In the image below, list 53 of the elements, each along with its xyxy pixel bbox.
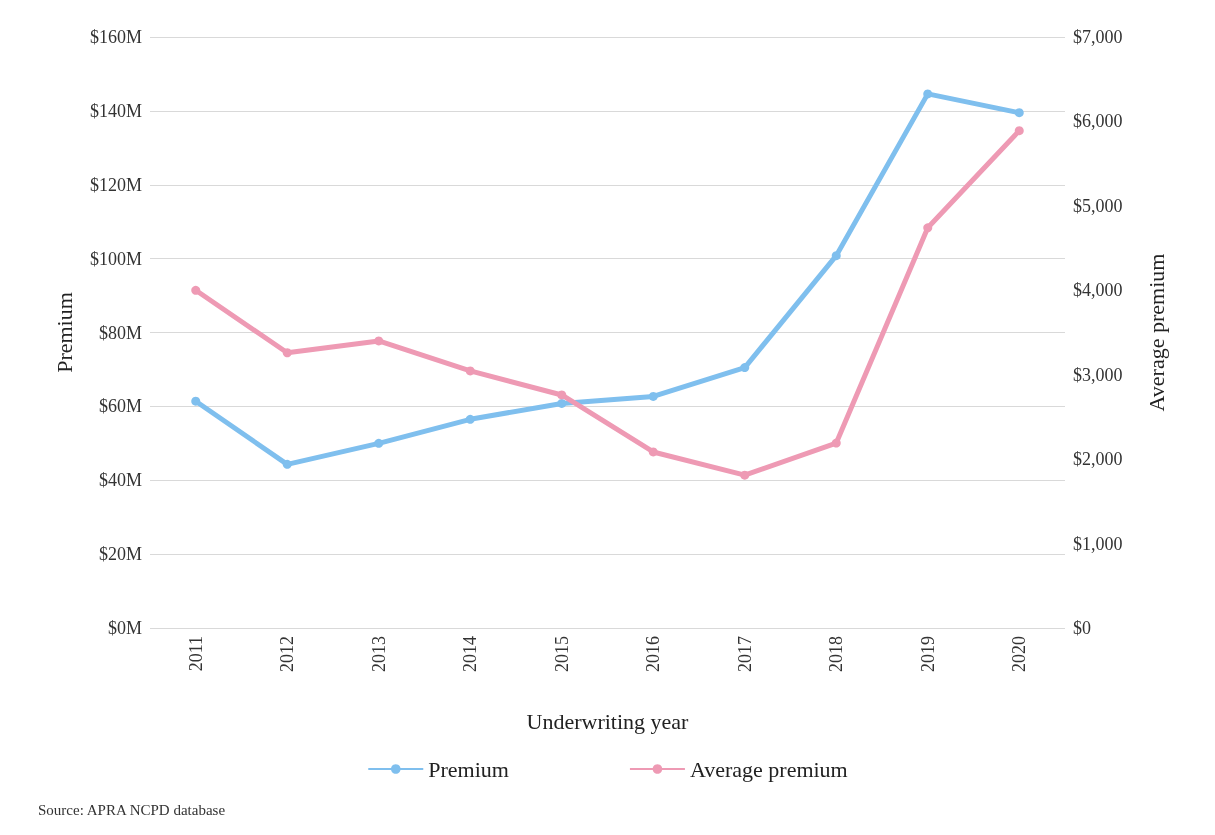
point [923, 89, 933, 99]
y-tick-label: $40M [98, 470, 142, 491]
point [374, 438, 384, 448]
point [1014, 126, 1024, 136]
point [740, 470, 750, 480]
y2-tick-label: $1,000 [1073, 533, 1123, 554]
legend-label: Premium [428, 756, 509, 782]
x-tick-label: 2020 [1009, 636, 1030, 672]
y-tick-label: $20M [98, 544, 142, 565]
y2-tick-label: $0 [1073, 618, 1091, 638]
point [282, 459, 292, 469]
point [740, 363, 750, 373]
point [557, 390, 567, 400]
x-tick-label: 2016 [643, 636, 664, 672]
point [648, 391, 658, 401]
x-tick-label: 2012 [277, 636, 298, 672]
y-tick-label: $100M [89, 248, 142, 269]
y2-tick-label: $5,000 [1073, 195, 1123, 216]
point [191, 285, 201, 295]
y2-tick-label: $6,000 [1073, 111, 1123, 132]
y2-tick-label: $3,000 [1073, 364, 1123, 385]
y-tick-label: $120M [89, 174, 142, 195]
x-tick-label: 2017 [734, 636, 755, 672]
point [191, 396, 201, 406]
point [557, 398, 567, 408]
source-note: Source: APRA NCPD database [38, 801, 226, 818]
point [1014, 108, 1024, 118]
y-tick-label: $160M [89, 27, 142, 47]
y-tick-label: $80M [98, 322, 142, 343]
point [648, 447, 658, 457]
point [831, 251, 841, 261]
point [831, 438, 841, 448]
y-tick-label: $0M [107, 618, 142, 638]
x-tick-label: 2013 [368, 636, 389, 672]
legend-label: Average premium [689, 756, 848, 782]
point [465, 414, 475, 424]
x-tick-label: 2019 [917, 636, 938, 672]
x-tick-label: 2014 [460, 636, 481, 672]
x-axis-title: Underwriting year [526, 708, 690, 734]
point [465, 366, 475, 376]
y-axis-title: Premium [51, 292, 77, 373]
y2-tick-label: $7,000 [1073, 27, 1123, 47]
x-tick-label: 2015 [551, 636, 572, 672]
y2-tick-label: $4,000 [1073, 280, 1123, 301]
y-tick-label: $60M [98, 396, 142, 417]
y2-axis-title: Average premium [1143, 253, 1169, 412]
x-tick-label: 2018 [826, 636, 847, 672]
y-tick-label: $140M [89, 100, 142, 121]
point [923, 223, 933, 233]
point [374, 336, 384, 346]
x-tick-label: 2011 [185, 636, 206, 672]
point [282, 348, 292, 358]
y2-tick-label: $2,000 [1073, 449, 1123, 470]
